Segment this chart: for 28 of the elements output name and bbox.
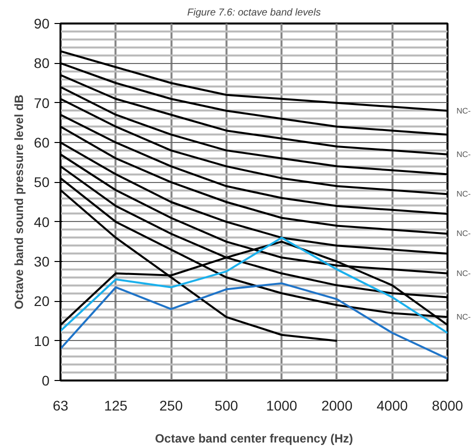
x-tick-label: 500 xyxy=(214,398,238,414)
y-tick-label: 0 xyxy=(42,372,50,388)
x-tick-label: 125 xyxy=(104,398,128,414)
x-tick-label: 8000 xyxy=(432,398,464,414)
y-tick-label: 70 xyxy=(34,94,50,111)
y-tick-label: 60 xyxy=(34,134,50,150)
annotation: NC- xyxy=(456,229,472,238)
y-axis-title: Octave band sound pressure level dB xyxy=(12,94,26,310)
x-tick-label: 250 xyxy=(159,398,183,414)
line-series xyxy=(60,282,448,360)
chart-title: Figure 7.6: octave band levels xyxy=(187,8,321,18)
annotation: NC- xyxy=(456,150,472,159)
x-tick-label: 1000 xyxy=(266,398,298,414)
y-tick-label: 50 xyxy=(34,174,50,190)
y-tick-label: 40 xyxy=(34,214,50,230)
x-tick-label: 2000 xyxy=(321,398,353,414)
x-axis-title: Octave band center frequency (Hz) xyxy=(154,432,354,446)
annotation: NC- xyxy=(456,312,472,322)
y-tick-label: 10 xyxy=(34,332,50,349)
annotation: NC- xyxy=(456,268,472,278)
annotation: NC- xyxy=(456,190,472,199)
y-tick-label: 20 xyxy=(34,293,50,310)
annotation: NC- xyxy=(456,106,472,116)
y-tick-label: 90 xyxy=(34,16,50,32)
x-tick-label: 63 xyxy=(52,398,68,414)
y-tick-label: 80 xyxy=(34,55,50,72)
x-tick-label: 4000 xyxy=(376,398,408,414)
y-tick-label: 30 xyxy=(34,254,50,270)
